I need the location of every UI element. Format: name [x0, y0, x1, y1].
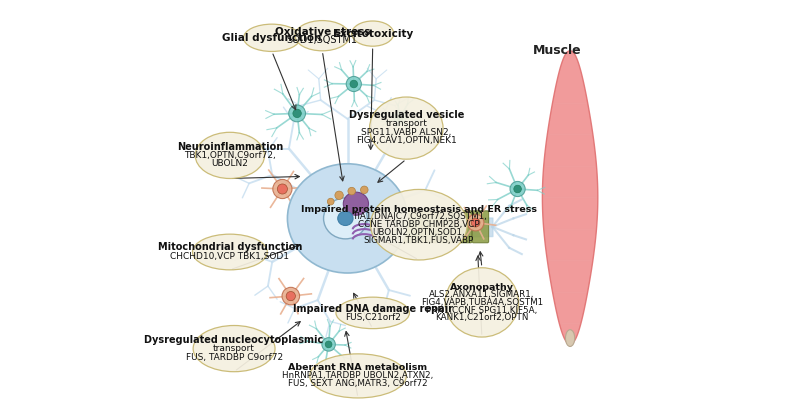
FancyBboxPatch shape [422, 211, 438, 243]
Ellipse shape [295, 21, 350, 51]
Ellipse shape [566, 330, 574, 346]
Text: FIG4,VAPB,TUBA4A,SQSTM1: FIG4,VAPB,TUBA4A,SQSTM1 [421, 298, 543, 307]
Text: FUS, TARDBP C9orf72: FUS, TARDBP C9orf72 [186, 352, 282, 362]
Ellipse shape [193, 234, 267, 270]
Text: HnRNPA1,TARDBP UBOLN2,ATXN2,: HnRNPA1,TARDBP UBOLN2,ATXN2, [282, 371, 434, 381]
Text: SOD1,SQSTM1: SOD1,SQSTM1 [287, 35, 358, 45]
Circle shape [282, 287, 299, 305]
Text: transport: transport [213, 344, 255, 353]
Text: Oxidative stress: Oxidative stress [274, 26, 370, 37]
Ellipse shape [193, 326, 275, 372]
Text: Glial dysfunction: Glial dysfunction [222, 33, 322, 43]
Circle shape [278, 184, 287, 194]
Circle shape [510, 181, 525, 197]
Text: Impaired protein homeostasis and ER stress: Impaired protein homeostasis and ER stre… [301, 205, 537, 214]
Ellipse shape [352, 21, 394, 46]
Circle shape [286, 291, 295, 301]
Circle shape [322, 338, 335, 351]
FancyBboxPatch shape [388, 211, 405, 243]
Circle shape [361, 186, 368, 194]
Circle shape [326, 341, 332, 348]
FancyBboxPatch shape [455, 211, 472, 243]
Text: FUS,C21orf2: FUS,C21orf2 [345, 313, 401, 322]
Circle shape [348, 187, 355, 195]
Text: FUS, SEXT ANG,MATR3, C9orf72: FUS, SEXT ANG,MATR3, C9orf72 [288, 380, 428, 388]
Ellipse shape [336, 297, 410, 328]
Text: transport: transport [386, 119, 427, 129]
Ellipse shape [370, 97, 443, 159]
Ellipse shape [195, 132, 265, 178]
Circle shape [327, 198, 334, 205]
Polygon shape [542, 50, 598, 344]
Text: Aberrant RNA metabolism: Aberrant RNA metabolism [289, 363, 427, 372]
Circle shape [397, 115, 403, 121]
Text: UBOLN2: UBOLN2 [211, 159, 248, 168]
Text: Axonopathy: Axonopathy [450, 283, 514, 291]
Circle shape [293, 109, 302, 118]
Text: Muscle: Muscle [533, 44, 582, 57]
Text: FIG4,CAV1,OPTN,NEK1: FIG4,CAV1,OPTN,NEK1 [356, 136, 457, 145]
Text: ALS2,ANXA11,SIGMAR1,: ALS2,ANXA11,SIGMAR1, [430, 290, 534, 299]
Circle shape [514, 185, 522, 193]
Ellipse shape [343, 192, 369, 215]
Text: Impaired DNA damage repair: Impaired DNA damage repair [293, 304, 453, 314]
Ellipse shape [243, 24, 300, 51]
Text: SPG11,VABP ALSN2,: SPG11,VABP ALSN2, [361, 128, 451, 137]
Text: Mitochondrial dysfunction: Mitochondrial dysfunction [158, 242, 302, 252]
Circle shape [273, 179, 292, 199]
Circle shape [350, 80, 358, 88]
Ellipse shape [370, 189, 467, 260]
Circle shape [289, 105, 306, 122]
Ellipse shape [445, 268, 518, 337]
Text: Dysregulated vesicle: Dysregulated vesicle [349, 110, 464, 120]
Circle shape [346, 76, 362, 92]
Circle shape [335, 191, 343, 199]
Text: KANK1,C21orf2,OPTN: KANK1,C21orf2,OPTN [435, 313, 529, 322]
Circle shape [394, 111, 406, 124]
Ellipse shape [338, 211, 353, 226]
Text: Neuroinflammation: Neuroinflammation [177, 142, 283, 152]
Ellipse shape [310, 354, 406, 398]
Circle shape [467, 214, 484, 231]
FancyBboxPatch shape [405, 211, 422, 243]
Text: Excitotoxicity: Excitotoxicity [333, 29, 413, 39]
Ellipse shape [323, 198, 367, 239]
Text: CCNE TARDBP CHMP2B,VCP: CCNE TARDBP CHMP2B,VCP [358, 220, 480, 229]
Text: CHCHD10,VCP TBK1,SOD1: CHCHD10,VCP TBK1,SOD1 [170, 252, 290, 261]
FancyBboxPatch shape [472, 211, 489, 243]
Ellipse shape [287, 164, 407, 273]
Circle shape [471, 218, 480, 227]
Text: TIA1,DNAJC7,C9orf72,SQSTM1,: TIA1,DNAJC7,C9orf72,SQSTM1, [351, 213, 486, 221]
Text: SIGMAR1,TBK1,FUS,VABP: SIGMAR1,TBK1,FUS,VABP [364, 236, 474, 245]
Text: PRN1,CCNF SPG11,KIF5A,: PRN1,CCNF SPG11,KIF5A, [426, 305, 538, 315]
Text: TBK1,OPTN,C9orf72,: TBK1,OPTN,C9orf72, [184, 151, 276, 160]
FancyBboxPatch shape [438, 211, 455, 243]
Text: Dysregulated nucleocytoplasmic: Dysregulated nucleocytoplasmic [145, 335, 324, 345]
Text: UBOLN2,OPTN,SOD1,: UBOLN2,OPTN,SOD1, [373, 228, 466, 237]
